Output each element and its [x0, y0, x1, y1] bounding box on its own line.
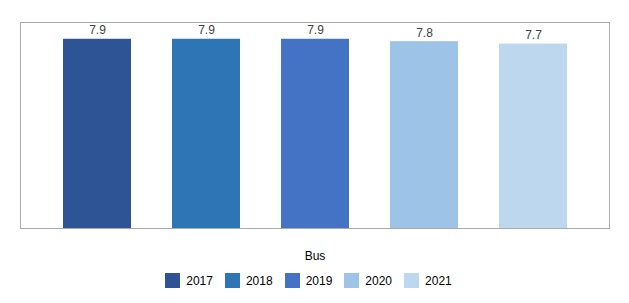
- svg-text:7.9: 7.9: [198, 23, 215, 37]
- html-text:2021: 2021: [425, 273, 452, 288]
- html-text:2018: 2018: [245, 273, 273, 288]
- svg-text:7.8: 7.8: [416, 26, 433, 40]
- svg-text:Bus: Bus: [305, 249, 326, 263]
- svg-text:7.7: 7.7: [525, 28, 542, 42]
- svg-text:7.9: 7.9: [307, 23, 324, 37]
- html-text:2017: 2017: [186, 273, 213, 288]
- html-text:2019: 2019: [305, 273, 333, 288]
- html-text:2020: 2020: [365, 273, 392, 288]
- svg-text:7.9: 7.9: [89, 23, 106, 37]
